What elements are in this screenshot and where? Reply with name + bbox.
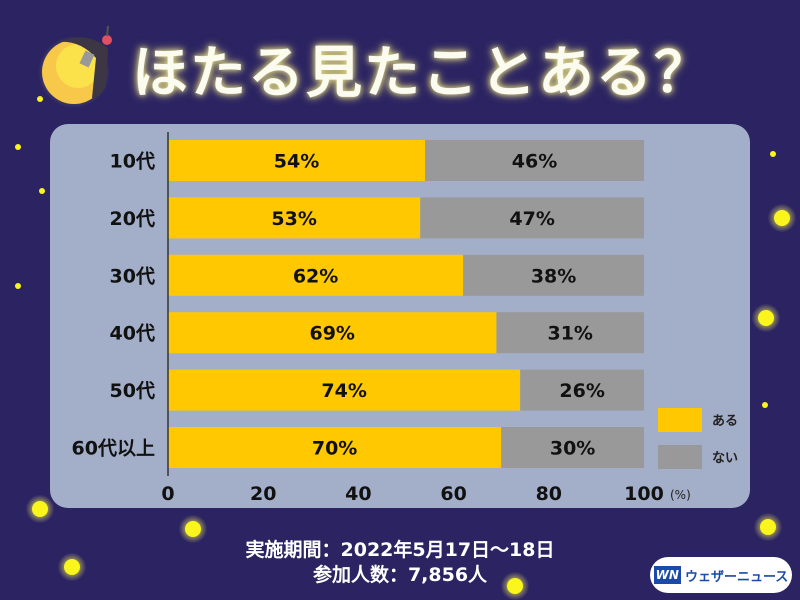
firefly-dot: [32, 501, 48, 517]
category-label: 60代以上: [72, 438, 155, 460]
legend-swatch: [658, 408, 702, 432]
legend-label: ない: [712, 451, 738, 466]
x-tick-label: 0: [161, 483, 174, 505]
x-tick-label: 40: [345, 483, 371, 505]
survey-period: 実施期間：2022年5月17日～18日: [245, 539, 555, 561]
bar-yes: [168, 427, 502, 468]
logo-name: ウェザーニュース: [684, 569, 789, 585]
firefly-dot: [762, 402, 768, 408]
category-label: 30代: [110, 265, 155, 287]
firefly-dot: [37, 96, 43, 102]
bar-no: [501, 427, 644, 468]
firefly-dot: [15, 283, 21, 289]
bar-no: [496, 312, 644, 354]
data-label: 54%: [274, 151, 319, 173]
bar-yes: [168, 312, 497, 354]
x-unit-label: (%): [670, 488, 691, 502]
x-tick-label: 60: [440, 483, 466, 505]
data-label: 47%: [509, 208, 554, 230]
data-label: 30%: [550, 438, 595, 460]
bar-no: [425, 140, 644, 181]
data-label: 53%: [271, 208, 316, 230]
bar-yes: [168, 197, 421, 239]
category-label: 10代: [110, 151, 155, 173]
data-label: 38%: [531, 265, 576, 287]
bar-yes: [168, 254, 464, 296]
page-title: ほたる見たことある？: [132, 41, 712, 106]
data-label: 62%: [293, 265, 338, 287]
participant-count: 参加人数：7,856人: [312, 564, 488, 586]
logo-mark: WN: [653, 566, 681, 584]
data-label: 46%: [512, 151, 557, 173]
data-label: 31%: [547, 323, 592, 345]
data-label: 69%: [309, 323, 354, 345]
firefly-dot: [760, 519, 776, 535]
firefly-dot: [770, 151, 776, 157]
data-label: 26%: [559, 380, 604, 402]
firefly-dot: [64, 559, 80, 575]
firefly-dot: [758, 310, 774, 326]
firefly-dot: [39, 188, 45, 194]
firefly-dot: [15, 144, 21, 150]
bar-yes: [168, 369, 521, 411]
bar-no: [420, 197, 644, 239]
bar-no: [520, 369, 644, 411]
firefly-dot: [507, 578, 523, 594]
firefly-icon: [38, 25, 112, 108]
x-tick-label: 100: [624, 483, 664, 505]
bar-yes: [168, 140, 426, 181]
legend-label: ある: [712, 414, 738, 429]
data-label: 70%: [312, 438, 357, 460]
x-tick-label: 80: [536, 483, 562, 505]
bar-no: [463, 254, 644, 296]
weathernews-logo: WN ウェザーニュース: [650, 557, 792, 593]
legend-swatch: [658, 445, 702, 469]
firefly-dot: [185, 521, 201, 537]
x-tick-label: 20: [250, 483, 276, 505]
category-label: 20代: [110, 208, 155, 230]
firefly-dot: [774, 210, 790, 226]
category-label: 50代: [110, 380, 155, 402]
category-label: 40代: [110, 323, 155, 345]
data-label: 74%: [321, 380, 366, 402]
